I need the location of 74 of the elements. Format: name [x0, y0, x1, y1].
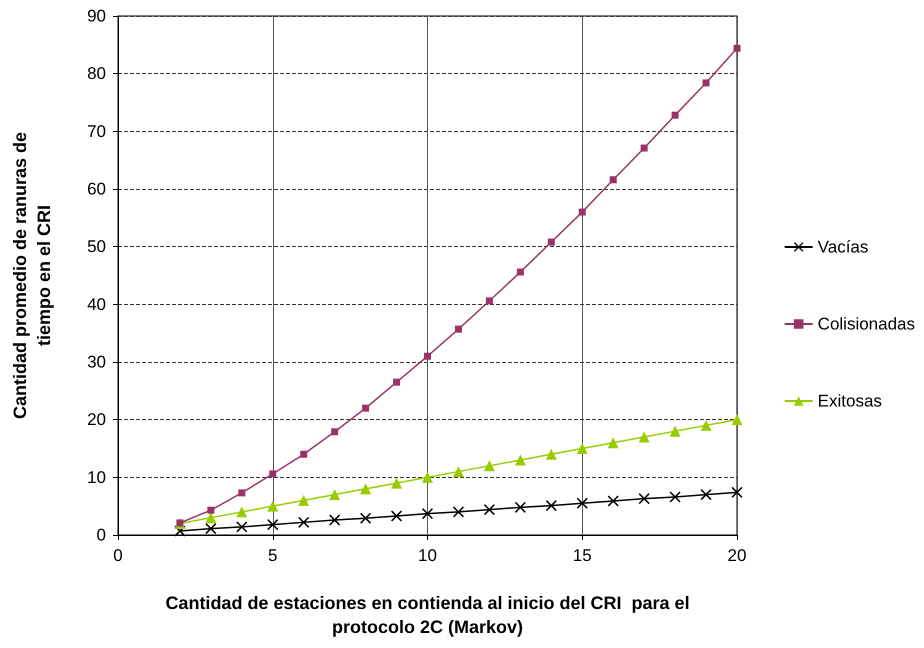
point	[638, 431, 650, 442]
point	[362, 404, 370, 412]
point	[298, 494, 310, 506]
legend-label: Exitosas	[818, 392, 882, 410]
point	[484, 504, 495, 516]
point	[732, 486, 742, 498]
point	[608, 437, 619, 448]
point	[360, 512, 372, 524]
point	[486, 297, 493, 304]
point	[207, 506, 214, 514]
point	[546, 448, 557, 460]
y-tick-label: 80	[87, 64, 106, 84]
y-tick-label: 30	[87, 352, 106, 372]
x-axis-title: Cantidad de estaciones en contienda al inicio del CRI para el protocolo 2C (Markov)	[165, 593, 690, 637]
x-tick-label: 20	[728, 546, 746, 565]
point	[548, 238, 555, 246]
point	[269, 470, 276, 478]
point	[267, 519, 278, 530]
y-axis-title: Cantidad promedio de ranuras de tiempo en el CRI	[10, 132, 54, 420]
point	[576, 443, 588, 454]
point	[424, 352, 431, 360]
point	[700, 420, 712, 431]
point	[670, 491, 681, 502]
point	[700, 489, 712, 500]
point	[484, 460, 495, 472]
point	[670, 426, 681, 437]
legend-label: Colisionadas	[818, 314, 916, 334]
y-tick-label: 60	[87, 180, 106, 198]
y-tick-label: 0	[96, 526, 106, 544]
point	[329, 514, 340, 526]
point	[205, 523, 216, 534]
y-tick-label: 90	[87, 6, 106, 26]
point	[702, 79, 710, 86]
y-tick-label: 10	[87, 468, 106, 487]
point	[300, 450, 308, 458]
point	[422, 472, 433, 483]
point	[546, 500, 557, 512]
point	[360, 483, 372, 494]
point	[331, 428, 338, 436]
point	[514, 502, 526, 513]
point	[267, 500, 278, 512]
point	[638, 493, 650, 504]
point	[236, 521, 248, 532]
point	[610, 176, 617, 184]
y-tick-label: 20	[87, 410, 106, 430]
point	[391, 510, 402, 522]
point	[640, 144, 648, 152]
x-tick-label: 5	[268, 546, 278, 565]
point	[205, 512, 216, 524]
x-tick-label: 10	[418, 546, 437, 565]
point	[298, 516, 310, 528]
point	[329, 489, 340, 500]
y-tick-label: 40	[87, 294, 106, 314]
point	[391, 478, 402, 489]
point	[734, 44, 740, 52]
point	[393, 378, 400, 386]
y-tick-label: 50	[87, 237, 106, 256]
x-tick-label: 15	[572, 546, 592, 565]
point	[454, 326, 462, 333]
point	[576, 498, 588, 509]
point	[422, 508, 433, 520]
point	[672, 112, 679, 119]
point	[578, 208, 586, 216]
point	[452, 506, 464, 518]
point	[516, 268, 524, 276]
point	[236, 506, 248, 518]
point	[514, 454, 526, 466]
point	[452, 466, 464, 478]
point	[608, 495, 619, 506]
legend-label: Vacías	[818, 238, 868, 256]
point	[238, 489, 246, 496]
y-tick-label: 70	[87, 122, 106, 141]
x-tick-label: 0	[113, 546, 123, 565]
point	[732, 414, 742, 426]
